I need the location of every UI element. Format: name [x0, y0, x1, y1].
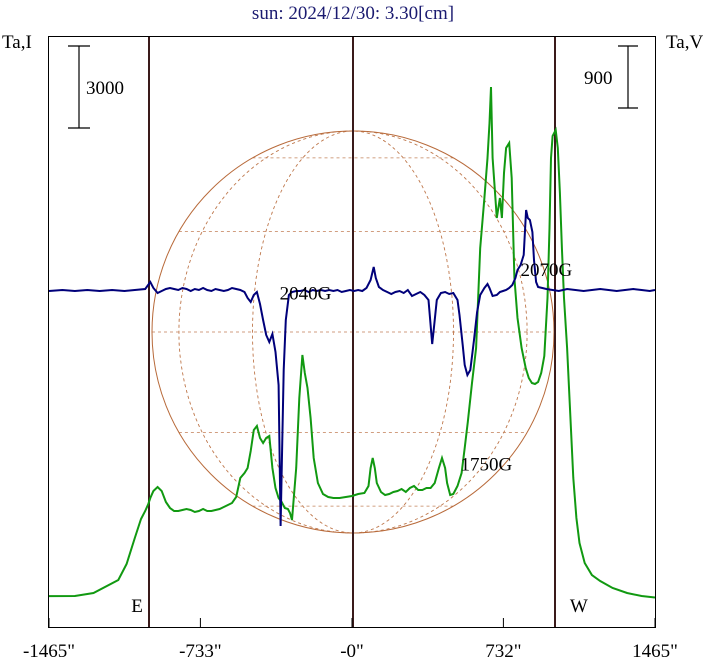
right-axis-label: Ta,V: [666, 32, 703, 53]
polarization-scale-bar: [618, 45, 638, 109]
series-line-polarization: [48, 209, 656, 527]
limb-label: E: [131, 596, 143, 617]
limb-label: W: [570, 596, 588, 617]
annotation-label: 1750G: [461, 455, 513, 476]
x-tick-label: -1465": [23, 641, 75, 662]
left-axis-label: Ta,I: [2, 32, 32, 53]
series-line-intensity: [48, 86, 656, 599]
x-tick-label: -733": [179, 641, 222, 662]
polarization-scale-label: 900: [584, 68, 613, 89]
x-tick-label: 732": [485, 641, 521, 662]
intensity-scale-label: 3000: [86, 78, 124, 99]
x-tick-label: -0": [340, 641, 364, 662]
annotation-label: 2040G: [280, 284, 332, 305]
annotation-label: 2070G: [521, 260, 573, 281]
x-tick-label: 1465": [632, 641, 678, 662]
intensity-scale-bar: [68, 45, 90, 129]
plot-frame: [48, 36, 656, 628]
chart-title: sun: 2024/12/30: 3.30[cm]: [252, 3, 454, 24]
